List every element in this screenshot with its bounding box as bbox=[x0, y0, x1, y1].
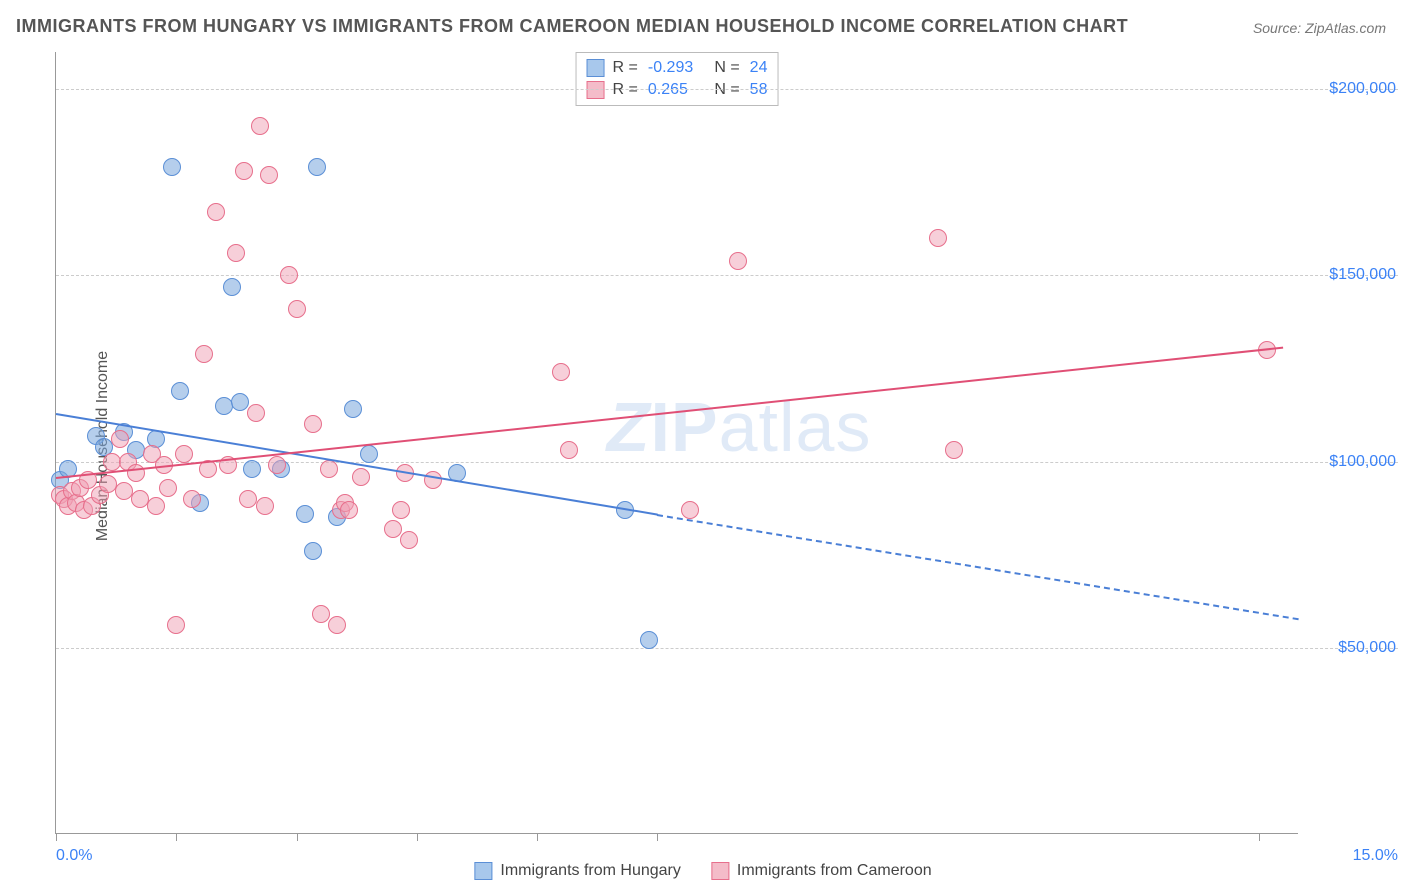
data-point-cameroon bbox=[340, 501, 358, 519]
legend-bottom-item: Immigrants from Cameroon bbox=[711, 862, 932, 880]
gridline bbox=[56, 275, 1398, 276]
data-point-hungary bbox=[231, 393, 249, 411]
data-point-cameroon bbox=[260, 166, 278, 184]
x-tick bbox=[537, 833, 538, 841]
legend-swatch bbox=[474, 862, 492, 880]
data-point-cameroon bbox=[251, 117, 269, 135]
data-point-hungary bbox=[640, 631, 658, 649]
gridline bbox=[56, 89, 1398, 90]
data-point-cameroon bbox=[127, 464, 145, 482]
trend-line bbox=[657, 514, 1299, 620]
trend-line bbox=[56, 346, 1283, 478]
data-point-cameroon bbox=[424, 471, 442, 489]
legend-top: R =-0.293 N =24R =0.265 N =58 bbox=[576, 52, 779, 106]
legend-bottom-label: Immigrants from Cameroon bbox=[737, 862, 932, 880]
data-point-cameroon bbox=[159, 479, 177, 497]
data-point-cameroon bbox=[320, 460, 338, 478]
data-point-cameroon bbox=[312, 605, 330, 623]
data-point-hungary bbox=[223, 278, 241, 296]
data-point-cameroon bbox=[167, 616, 185, 634]
data-point-cameroon bbox=[147, 497, 165, 515]
y-tick-label: $50,000 bbox=[1306, 639, 1396, 657]
source-label: Source: ZipAtlas.com bbox=[1253, 20, 1386, 36]
chart-container: IMMIGRANTS FROM HUNGARY VS IMMIGRANTS FR… bbox=[0, 0, 1406, 892]
data-point-cameroon bbox=[352, 468, 370, 486]
plot-area: ZIPatlas R =-0.293 N =24R =0.265 N =58 $… bbox=[55, 52, 1298, 834]
data-point-hungary bbox=[243, 460, 261, 478]
legend-swatch bbox=[587, 59, 605, 77]
y-tick-label: $150,000 bbox=[1306, 266, 1396, 284]
data-point-hungary bbox=[304, 542, 322, 560]
data-point-hungary bbox=[171, 382, 189, 400]
data-point-cameroon bbox=[288, 300, 306, 318]
data-point-cameroon bbox=[111, 430, 129, 448]
data-point-cameroon bbox=[235, 162, 253, 180]
legend-bottom: Immigrants from Hungary Immigrants from C… bbox=[474, 862, 931, 880]
legend-r-label: R = bbox=[613, 59, 638, 77]
legend-n-label: N = bbox=[710, 59, 740, 77]
legend-top-row: R = -0.293 N = 24 bbox=[587, 57, 768, 79]
gridline bbox=[56, 648, 1398, 649]
data-point-cameroon bbox=[392, 501, 410, 519]
x-tick bbox=[657, 833, 658, 841]
legend-bottom-item: Immigrants from Hungary bbox=[474, 862, 681, 880]
data-point-cameroon bbox=[560, 441, 578, 459]
data-point-cameroon bbox=[681, 501, 699, 519]
data-point-cameroon bbox=[227, 244, 245, 262]
x-tick-label-right: 15.0% bbox=[1353, 847, 1398, 865]
legend-r-value: -0.293 bbox=[648, 59, 702, 77]
chart-title: IMMIGRANTS FROM HUNGARY VS IMMIGRANTS FR… bbox=[16, 16, 1128, 37]
data-point-cameroon bbox=[247, 404, 265, 422]
data-point-cameroon bbox=[207, 203, 225, 221]
data-point-cameroon bbox=[945, 441, 963, 459]
x-tick bbox=[56, 833, 57, 841]
data-point-hungary bbox=[344, 400, 362, 418]
data-point-cameroon bbox=[400, 531, 418, 549]
data-point-hungary bbox=[360, 445, 378, 463]
watermark: ZIPatlas bbox=[607, 387, 872, 467]
data-point-hungary bbox=[163, 158, 181, 176]
x-tick bbox=[297, 833, 298, 841]
data-point-cameroon bbox=[304, 415, 322, 433]
x-tick bbox=[1259, 833, 1260, 841]
legend-bottom-label: Immigrants from Hungary bbox=[500, 862, 681, 880]
data-point-cameroon bbox=[280, 266, 298, 284]
data-point-cameroon bbox=[183, 490, 201, 508]
y-tick-label: $200,000 bbox=[1306, 80, 1396, 98]
data-point-cameroon bbox=[328, 616, 346, 634]
legend-n-value: 24 bbox=[750, 59, 768, 77]
x-tick bbox=[176, 833, 177, 841]
data-point-cameroon bbox=[256, 497, 274, 515]
x-tick bbox=[417, 833, 418, 841]
data-point-cameroon bbox=[552, 363, 570, 381]
data-point-hungary bbox=[296, 505, 314, 523]
data-point-cameroon bbox=[729, 252, 747, 270]
data-point-cameroon bbox=[175, 445, 193, 463]
legend-swatch bbox=[711, 862, 729, 880]
data-point-cameroon bbox=[929, 229, 947, 247]
data-point-hungary bbox=[308, 158, 326, 176]
y-tick-label: $100,000 bbox=[1306, 453, 1396, 471]
data-point-cameroon bbox=[384, 520, 402, 538]
data-point-cameroon bbox=[268, 456, 286, 474]
x-tick-label-left: 0.0% bbox=[56, 847, 92, 865]
data-point-cameroon bbox=[195, 345, 213, 363]
